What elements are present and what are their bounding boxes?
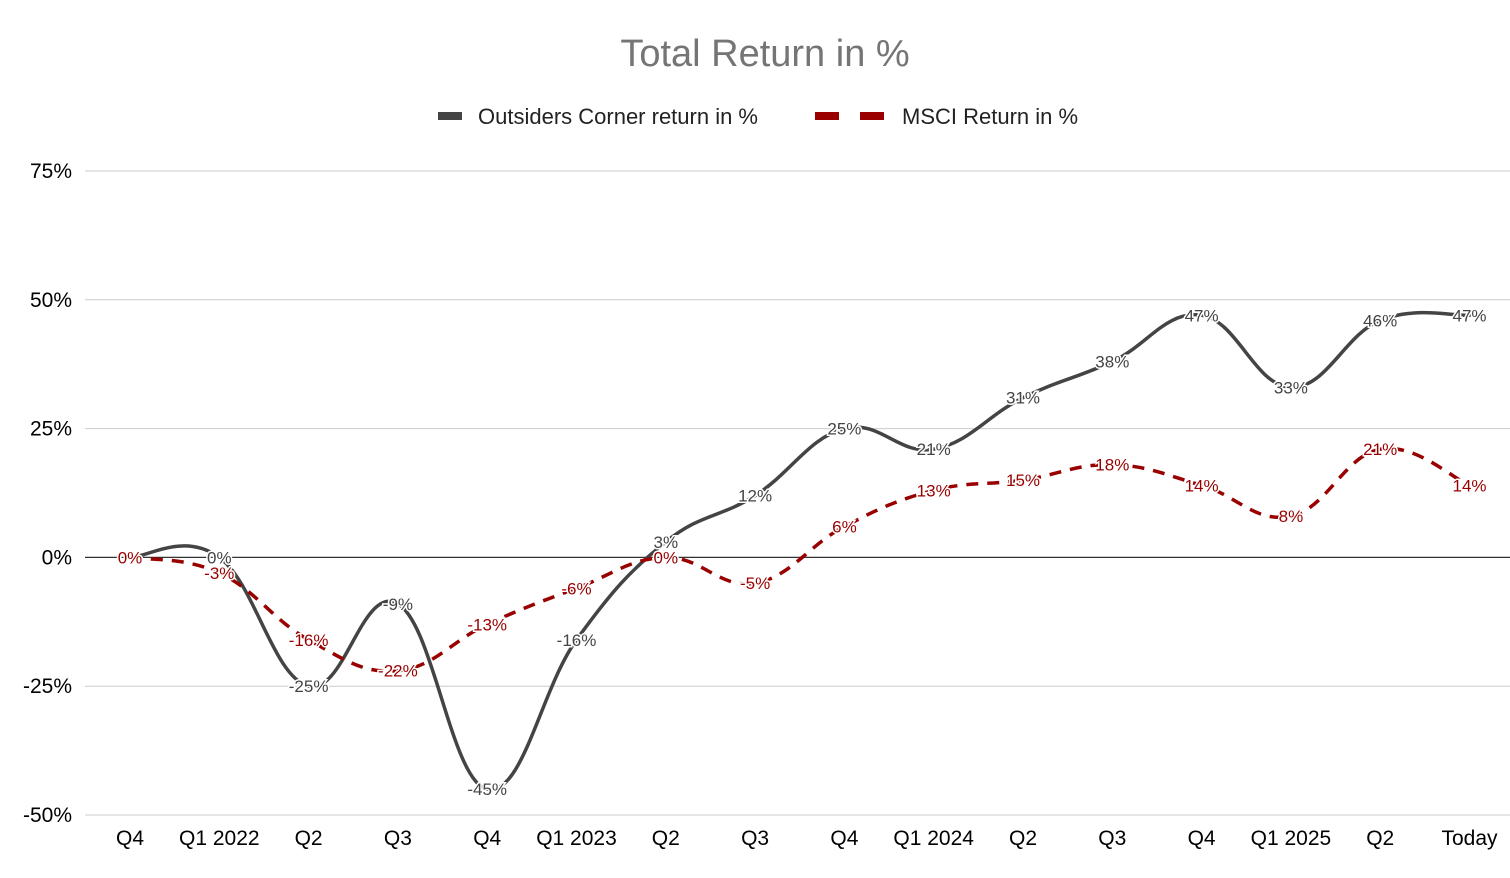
series-line-outsiders-corner (128, 310, 1472, 791)
data-label-msci: 14% (1185, 476, 1219, 495)
x-tick-label: Q3 (384, 827, 412, 850)
x-tick-label: Q2 (652, 827, 680, 850)
gridlines (85, 170, 1510, 816)
chart-title: Total Return in % (620, 33, 909, 75)
data-label-msci: 14% (1452, 476, 1486, 495)
x-tick-label: Q1 2024 (893, 827, 974, 850)
x-tick-label: Q2 (295, 827, 323, 850)
data-label-msci: -16% (289, 631, 329, 650)
series-line-msci (129, 446, 1471, 673)
data-label-msci: 21% (1363, 440, 1397, 459)
y-tick-label: -25% (23, 675, 72, 698)
data-label-msci: -22% (378, 662, 418, 681)
legend-label-msci: MSCI Return in % (902, 104, 1078, 129)
data-label-outsiders-corner: -16% (557, 631, 597, 650)
data-label-outsiders-corner: 25% (827, 420, 861, 439)
data-label-msci: 8% (1279, 507, 1304, 526)
data-label-msci: 18% (1095, 456, 1129, 475)
y-tick-label: 50% (30, 289, 72, 312)
data-label-outsiders-corner: 3% (654, 533, 679, 552)
data-label-msci: 15% (1006, 471, 1040, 490)
x-tick-label: Q4 (830, 827, 858, 850)
x-tick-label: Q1 2022 (179, 827, 260, 850)
data-label-outsiders-corner: -45% (467, 780, 507, 799)
y-tick-label: -50% (23, 804, 72, 827)
data-label-outsiders-corner: 21% (917, 440, 951, 459)
data-label-msci: 13% (917, 481, 951, 500)
y-tick-label: 25% (30, 418, 72, 441)
legend-label-outsiders: Outsiders Corner return in % (478, 104, 758, 129)
data-label-outsiders-corner: 47% (1185, 306, 1219, 325)
x-tick-label: Q1 2025 (1251, 827, 1332, 850)
x-tick-label: Today (1441, 827, 1498, 850)
x-tick-label: Q1 2023 (536, 827, 617, 850)
data-label-outsiders-corner: 33% (1274, 378, 1308, 397)
x-tick-label: Q2 (1009, 827, 1037, 850)
legend: Outsiders Corner return in % MSCI Return… (438, 104, 1078, 129)
x-tick-label: Q4 (473, 827, 501, 850)
y-tick-label: 0% (42, 546, 72, 569)
data-label-msci: -13% (467, 615, 507, 634)
x-tick-label: Q4 (116, 827, 144, 850)
legend-swatch-outsiders (438, 112, 462, 120)
data-label-outsiders-corner: 0% (118, 548, 143, 567)
y-tick-label: 75% (30, 160, 72, 183)
data-label-msci: -6% (561, 579, 591, 598)
series-lines (128, 310, 1472, 791)
legend-swatch-msci-2 (860, 112, 884, 120)
data-label-outsiders-corner: 47% (1452, 306, 1486, 325)
data-label-msci: 0% (654, 548, 679, 567)
data-label-outsiders-corner: 31% (1006, 389, 1040, 408)
y-axis-ticks: 75% 50% 25% 0% -25% -50% (23, 160, 72, 827)
data-label-outsiders-corner: 38% (1095, 353, 1129, 372)
data-label-outsiders-corner: 0% (207, 548, 232, 567)
data-label-msci: -3% (204, 564, 234, 583)
data-label-outsiders-corner: 12% (738, 487, 772, 506)
data-label-outsiders-corner: -25% (289, 677, 329, 696)
x-tick-label: Q2 (1366, 827, 1394, 850)
x-axis-ticks: Q4 Q1 2022 Q2 Q3 Q4 Q1 2023 Q2 Q3 Q4 Q1 2024 Q2 Q3 Q… (116, 827, 1498, 850)
data-labels: 0% 0% -25% -9% -45% -16% 3% 12% 25% 21% 31% 38% 47% 3… (116, 305, 1488, 801)
x-tick-label: Q3 (1098, 827, 1126, 850)
x-tick-label: Q4 (1188, 827, 1216, 850)
data-label-outsiders-corner: -9% (383, 595, 413, 614)
data-label-outsiders-corner: 46% (1363, 311, 1397, 330)
x-tick-label: Q3 (741, 827, 769, 850)
data-label-msci: 6% (832, 517, 857, 536)
data-label-msci: 0% (118, 548, 143, 567)
legend-swatch-msci-1 (815, 112, 839, 120)
data-label-msci: -5% (740, 574, 770, 593)
